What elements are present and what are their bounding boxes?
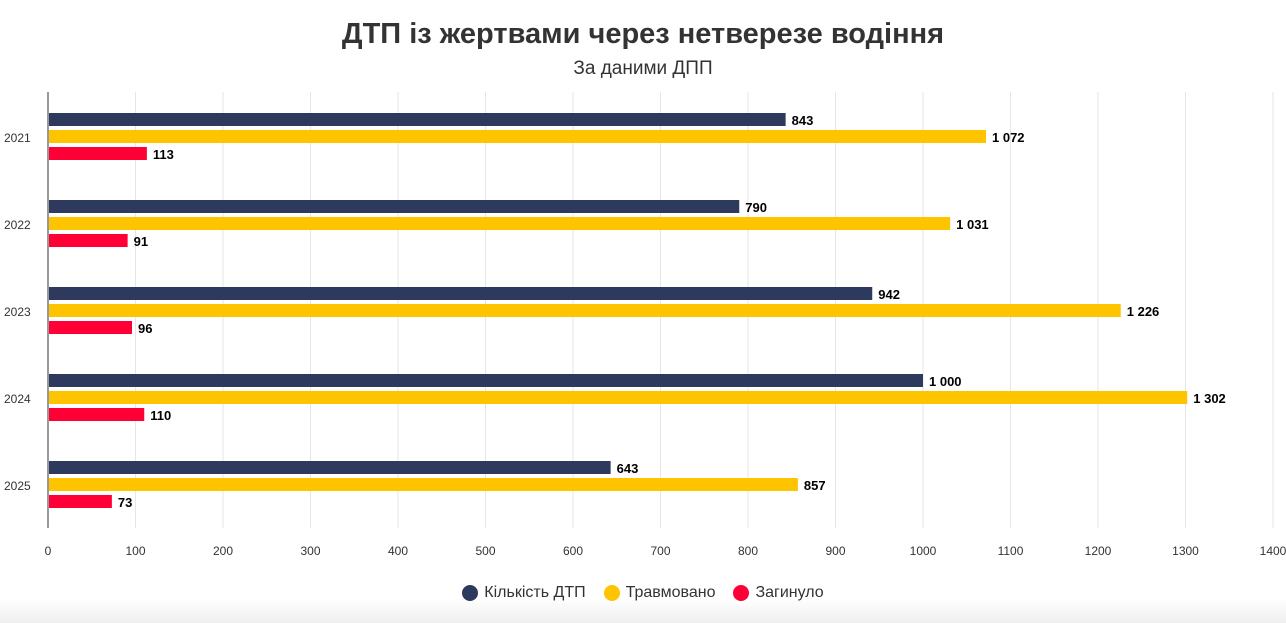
x-tick-label: 900: [825, 544, 845, 558]
y-tick-label: 2025: [4, 479, 31, 493]
bar-2022-2: [49, 234, 128, 247]
x-tick-label: 200: [213, 544, 233, 558]
data-label: 113: [153, 147, 174, 162]
data-label: 790: [745, 200, 767, 215]
bar-2024-1: [49, 391, 1188, 404]
bottom-shade: [0, 598, 1286, 623]
bar-2022-1: [49, 217, 951, 230]
legend-dot-icon: [462, 585, 479, 601]
legend-label: Травмовано: [625, 584, 716, 601]
data-label: 96: [138, 321, 152, 336]
x-tick-label: 1300: [1172, 544, 1199, 558]
x-tick-label: 100: [125, 544, 145, 558]
data-label: 843: [792, 113, 814, 128]
bar-2025-2: [49, 495, 112, 508]
x-tick-label: 1400: [1260, 544, 1286, 558]
x-tick-label: 400: [388, 544, 408, 558]
y-tick-label: 2022: [4, 218, 31, 232]
x-tick-label: 700: [650, 544, 670, 558]
x-tick-label: 1100: [998, 544, 1024, 558]
x-tick-label: 1200: [1085, 544, 1112, 558]
bar-2024-0: [49, 374, 923, 387]
data-label: 857: [804, 478, 826, 493]
legend-item[interactable]: Травмовано: [603, 584, 716, 602]
bar-2022-0: [49, 200, 740, 213]
bar-2021-0: [49, 113, 786, 126]
chart-title: ДТП із жертвами через нетверезе водіння: [341, 18, 945, 50]
bar-2023-0: [49, 287, 873, 300]
y-tick-label: 2024: [4, 392, 31, 406]
data-label: 643: [617, 461, 639, 476]
x-tick-label: 300: [300, 544, 320, 558]
y-tick-label: 2021: [4, 131, 31, 145]
bar-2025-0: [49, 461, 611, 474]
bar-2021-1: [49, 130, 986, 143]
y-tick-label: 2023: [4, 305, 31, 319]
bar-2021-2: [49, 147, 147, 160]
bar-2023-2: [49, 321, 132, 334]
legend-dot-icon: [733, 585, 750, 601]
data-label: 1 226: [1127, 304, 1160, 319]
x-tick-label: 800: [738, 544, 758, 558]
legend-dot-icon: [603, 585, 620, 601]
x-tick-label: 1000: [910, 544, 937, 558]
bar-2023-1: [49, 304, 1121, 317]
legend-item[interactable]: Кількість ДТП: [462, 584, 586, 602]
data-label: 1 000: [929, 374, 962, 389]
legend-label: Загинуло: [755, 584, 824, 601]
data-label: 942: [878, 287, 900, 302]
data-label: 91: [134, 234, 148, 249]
data-label: 73: [118, 495, 132, 510]
bar-2024-2: [49, 408, 145, 421]
data-label: 1 072: [992, 130, 1025, 145]
data-label: 110: [150, 408, 171, 423]
x-tick-label: 0: [45, 544, 52, 558]
data-label: 1 302: [1193, 391, 1226, 406]
legend-item[interactable]: Загинуло: [733, 584, 824, 602]
x-tick-label: 600: [563, 544, 583, 558]
x-tick-label: 500: [475, 544, 495, 558]
legend: Кількість ДТП Травмовано Загинуло: [0, 584, 1286, 602]
chart-subtitle: За даними ДПП: [573, 58, 713, 79]
legend-label: Кількість ДТП: [484, 584, 586, 601]
data-label: 1 031: [956, 217, 989, 232]
bar-2025-1: [49, 478, 798, 491]
